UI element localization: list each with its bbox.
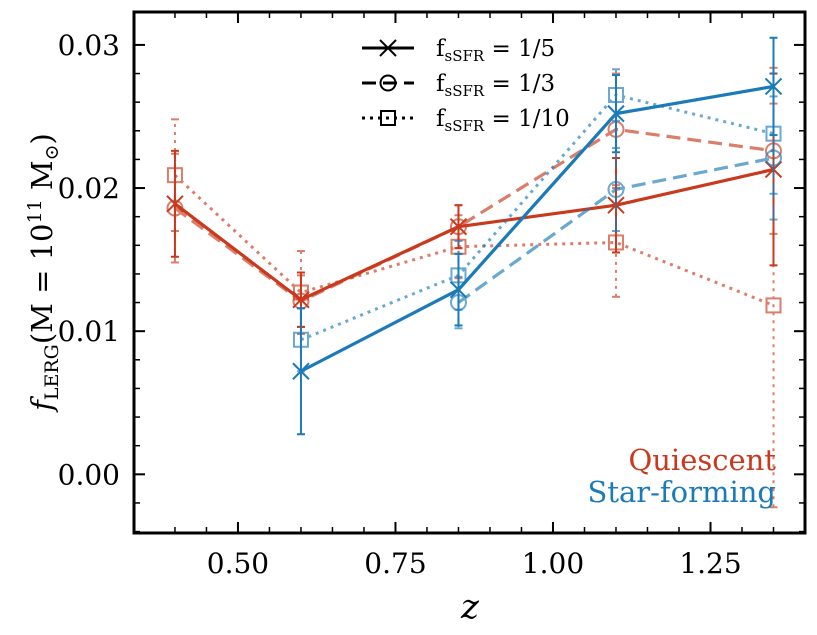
data-point [607, 104, 625, 123]
series-line [300, 93, 774, 342]
series-line [457, 156, 774, 304]
series-layer [166, 36, 783, 509]
series-line [173, 167, 774, 302]
x-tick-label: 0.50 [207, 547, 269, 580]
data-point [607, 180, 625, 198]
series-quiescent-1-5 [166, 72, 783, 328]
series-star_forming-1-5 [292, 36, 783, 436]
legend-label: fsSFR = 1/10 [436, 106, 570, 135]
legend-marker [379, 74, 397, 92]
series-quiescent-1-3 [166, 66, 782, 328]
data-point [765, 297, 782, 314]
x-axis-label: z [460, 587, 480, 627]
y-label-sub: LERG [41, 344, 63, 400]
data-point [449, 217, 468, 236]
series-line [300, 84, 774, 373]
legend-marker [379, 39, 397, 57]
series-line [174, 127, 774, 303]
plot-frame [132, 10, 807, 535]
ticks-layer: 0.50 0.75 1.00 1.25 0.00 0.01 0.02 0.03 [58, 12, 805, 580]
y-tick-label: 0.03 [58, 29, 120, 62]
y-tick-label: 0.02 [58, 172, 120, 205]
y-tick-label: 0.00 [58, 458, 120, 491]
data-point [764, 77, 783, 96]
series-line [173, 174, 775, 307]
legend-marker [380, 110, 396, 126]
y-label-sup: 11 [24, 199, 46, 223]
legend: fsSFR = 1/5 fsSFR = 1/3 fsSFR = 1/10 [362, 36, 570, 135]
legend-label: fsSFR = 1/3 [436, 71, 555, 100]
x-tick-label: 0.75 [364, 547, 426, 580]
data-point [764, 149, 782, 167]
legend-label: fsSFR = 1/5 [436, 36, 555, 65]
annotation-star-forming: Star-forming [587, 475, 776, 509]
x-tick-label: 1.00 [522, 547, 584, 580]
data-point [292, 290, 310, 309]
data-point [292, 362, 310, 380]
annotation-quiescent: Quiescent [628, 443, 776, 477]
y-axis-label: fLERG(M = 1011 M⊙) [24, 133, 63, 413]
y-label-close: ) [25, 133, 59, 144]
y-label-paren: (M = 10 [25, 223, 59, 344]
y-tick-label: 0.01 [58, 315, 120, 348]
svg-text:fLERG(M = 1011 M⊙): fLERG(M = 1011 M⊙) [24, 133, 63, 413]
data-point [166, 195, 184, 213]
y-label-tail: M [25, 160, 59, 199]
x-tick-label: 1.25 [679, 547, 741, 580]
y-label-sun: ⊙ [41, 144, 63, 160]
data-point [449, 280, 468, 299]
